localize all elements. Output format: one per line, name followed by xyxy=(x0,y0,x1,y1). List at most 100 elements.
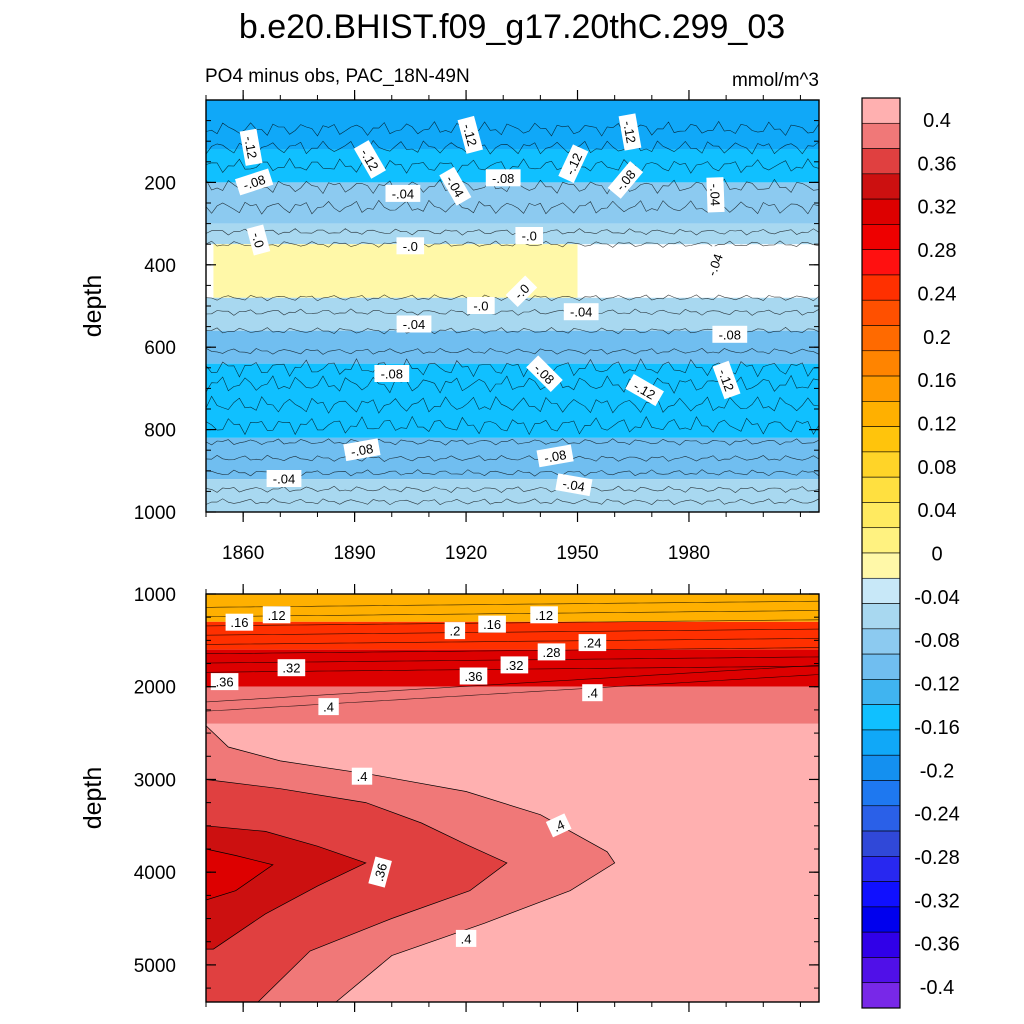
contour-line-8 xyxy=(205,664,820,703)
colorbar-label: 0.16 xyxy=(918,370,957,392)
contour-label: .4 xyxy=(545,813,572,838)
contour-label: -.12 xyxy=(239,128,263,166)
svg-text:.36: .36 xyxy=(216,675,234,690)
y-tick-label: 4000 xyxy=(134,863,176,884)
svg-text:.4: .4 xyxy=(323,700,334,715)
contour-label: .28 xyxy=(537,643,566,661)
contour-label: -.08 xyxy=(343,438,381,462)
colorbar-swatch xyxy=(861,299,901,326)
svg-text:.4: .4 xyxy=(357,769,368,784)
colorbar-label: -0.04 xyxy=(914,587,960,609)
colorbar-label: 0.08 xyxy=(918,457,957,479)
colorbar-label: 0.28 xyxy=(918,240,957,262)
svg-text:.2: .2 xyxy=(449,624,460,639)
contour-line-4 xyxy=(205,638,820,645)
svg-text:-.04: -.04 xyxy=(561,476,586,495)
colorbar-label: 0.12 xyxy=(918,413,957,435)
upper-contour-labels: -.12 -.12-.12-.12-.12-.08 -.08 -.08-.04 -.04… xyxy=(234,113,748,497)
contour-band-3 xyxy=(206,686,819,724)
contour-label: -.08 xyxy=(374,365,410,382)
lower-contour-labels: .16 .12 .2 .16 .12 .28 .24 .32 .32 .36 .36 .4 .4 .4 .4… xyxy=(210,606,607,947)
svg-text:-.12: -.12 xyxy=(715,367,737,393)
units-label: mmol/m^3 xyxy=(732,70,819,91)
contour-band-9 xyxy=(206,479,819,512)
contour-line-13 xyxy=(205,395,820,414)
x-tick-label: 1980 xyxy=(668,543,710,564)
colorbar-swatch xyxy=(861,780,901,807)
colorbar-swatch xyxy=(861,198,901,225)
colorbar-swatch xyxy=(861,679,901,705)
contour-label: -.04 xyxy=(563,303,599,321)
contour-label: -.0 xyxy=(515,227,543,244)
contour-label: -.08 xyxy=(536,444,574,468)
y-tick-label: 2000 xyxy=(134,678,176,699)
contour-label: .4 xyxy=(318,698,339,716)
y-tick-label: 5000 xyxy=(134,956,176,977)
contour-label: .4 xyxy=(455,929,477,947)
x-tick-label: 1920 xyxy=(445,543,487,564)
colorbar-swatch xyxy=(861,906,901,933)
contour-label: -.0 xyxy=(246,224,271,256)
y-tick-label: 400 xyxy=(144,256,176,277)
contour-label: -.04 xyxy=(266,470,302,487)
svg-text:.36: .36 xyxy=(371,862,390,883)
colorbar-label: -0.2 xyxy=(920,760,954,782)
contour-line-17 xyxy=(205,469,820,477)
svg-text:-.12: -.12 xyxy=(241,135,260,160)
x-tick-label: 1890 xyxy=(333,543,375,564)
contour-line-14 xyxy=(205,415,820,436)
contour-line-0 xyxy=(205,120,820,137)
colorbar-swatch xyxy=(861,148,901,175)
y-tick-label: 600 xyxy=(144,338,176,359)
contour-label: .36 xyxy=(368,856,392,888)
colorbar-swatch xyxy=(861,502,901,529)
colorbar-swatch xyxy=(861,881,901,908)
contour-label: .36 xyxy=(210,673,239,691)
svg-text:-.04: -.04 xyxy=(570,305,592,320)
y-tick-label: 1000 xyxy=(134,585,176,606)
contour-label: -.04 xyxy=(700,245,729,284)
colorbar-label: -0.4 xyxy=(920,977,954,999)
colorbar-swatch xyxy=(861,426,901,453)
contour-band-1 xyxy=(206,621,819,650)
svg-text:-.0: -.0 xyxy=(522,229,537,244)
contour-label: .16 xyxy=(225,613,254,631)
lower-contour-panel: .16 .12 .2 .16 .12 .28 .24 .32 .32 .36 .36 .4 .4 .4 .4… xyxy=(79,584,820,1012)
contour-label: -.08 xyxy=(234,168,274,196)
svg-text:.16: .16 xyxy=(483,617,501,632)
contour-label: .32 xyxy=(500,656,529,674)
contour-line-2 xyxy=(205,619,820,627)
contour-label: -.12 xyxy=(618,113,642,151)
contour-label: -.0 xyxy=(467,297,495,314)
svg-text:.28: .28 xyxy=(542,645,560,660)
contour-line-1 xyxy=(205,139,820,155)
svg-text:-.12: -.12 xyxy=(460,122,480,148)
colorbar-label: -0.24 xyxy=(914,804,960,826)
colorbar-swatch xyxy=(861,552,901,579)
colorbar-swatch xyxy=(861,729,901,756)
colorbar-swatch xyxy=(861,653,901,680)
colorbar-swatch xyxy=(861,603,901,630)
svg-text:-.08: -.08 xyxy=(241,172,267,193)
colorbar-swatch xyxy=(861,982,901,1009)
y-tick-label: 1000 xyxy=(134,503,176,524)
svg-text:-.04: -.04 xyxy=(403,317,425,332)
contour-band-0 xyxy=(206,100,819,150)
colorbar-swatch xyxy=(861,931,901,958)
svg-text:.16: .16 xyxy=(230,615,248,630)
svg-text:-.08: -.08 xyxy=(381,367,403,382)
svg-text:-.08: -.08 xyxy=(350,441,375,460)
x-tick-label: 1860 xyxy=(222,543,264,564)
svg-text:-.0: -.0 xyxy=(249,231,267,250)
contour-band-5 xyxy=(206,297,819,331)
contour-label: .32 xyxy=(277,659,306,677)
contour-label: -.04 xyxy=(396,315,432,333)
colorbar-swatch xyxy=(861,401,901,427)
svg-text:-.04: -.04 xyxy=(392,186,414,201)
svg-text:.12: .12 xyxy=(535,608,553,623)
colorbar-label: -0.12 xyxy=(914,674,960,696)
contour-line-10 xyxy=(205,347,820,355)
contour-label: .2 xyxy=(444,622,466,640)
colorbar-swatch xyxy=(861,122,901,149)
